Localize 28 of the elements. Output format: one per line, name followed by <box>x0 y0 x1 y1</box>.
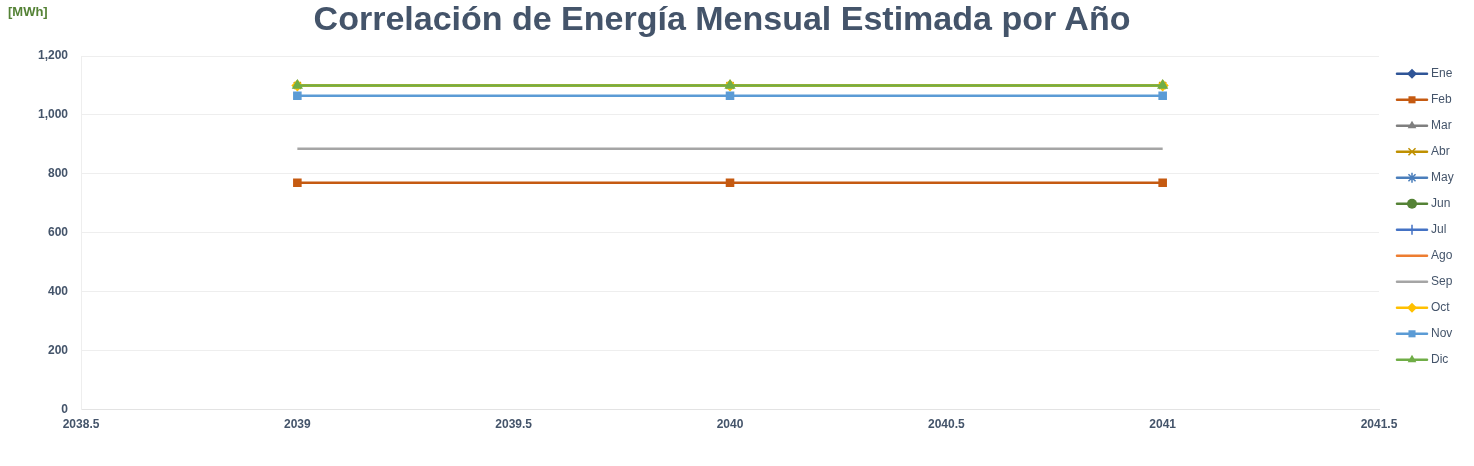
legend-label: May <box>1431 170 1454 185</box>
legend-label: Feb <box>1431 92 1452 107</box>
legend-label: Oct <box>1431 300 1451 315</box>
legend-label: Dic <box>1431 352 1449 367</box>
x-tick-label: 2038.5 <box>62 417 100 432</box>
legend-label: Mar <box>1431 118 1452 133</box>
legend-label: Ene <box>1431 66 1453 81</box>
legend-label: Sep <box>1431 274 1453 289</box>
legend-label: Jun <box>1431 196 1451 211</box>
y-tick-label: 1,200 <box>38 48 69 63</box>
y-tick-label: 0 <box>61 401 69 416</box>
x-tick-label: 2041 <box>1149 417 1177 432</box>
y-tick-label: 400 <box>48 284 69 299</box>
chart-title: Correlación de Energía Mensual Estimada por Año <box>313 0 1131 38</box>
y-tick-label: 200 <box>48 342 69 357</box>
legend-label: Ago <box>1431 248 1453 263</box>
x-tick-label: 2041.5 <box>1360 417 1398 432</box>
y-tick-label: 1,000 <box>38 107 69 122</box>
y-axis-title: [MWh] <box>8 4 48 20</box>
x-tick-label: 2040.5 <box>927 417 966 432</box>
y-tick-label: 800 <box>48 166 69 181</box>
legend-label: Jul <box>1431 222 1447 237</box>
y-tick-label: 600 <box>48 225 69 240</box>
x-tick-label: 2039.5 <box>495 417 533 432</box>
legend-label: Abr <box>1431 144 1450 159</box>
x-tick-label: 2040 <box>716 417 744 432</box>
legend-label: Nov <box>1431 326 1453 341</box>
x-tick-label: 2039 <box>284 417 312 432</box>
